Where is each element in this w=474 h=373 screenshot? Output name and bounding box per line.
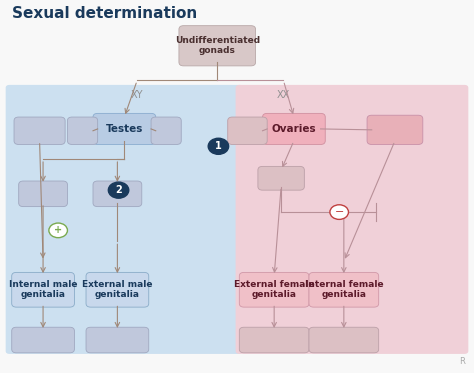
Text: +: + [54,225,62,235]
Circle shape [330,205,348,219]
Text: Internal female
genitalia: Internal female genitalia [304,280,383,300]
Text: Internal male
genitalia: Internal male genitalia [9,280,77,300]
FancyBboxPatch shape [12,327,74,353]
FancyBboxPatch shape [239,327,309,353]
FancyBboxPatch shape [14,117,65,144]
FancyBboxPatch shape [236,85,468,354]
FancyBboxPatch shape [151,117,181,144]
FancyBboxPatch shape [86,327,149,353]
Text: Sexual determination: Sexual determination [12,6,197,21]
FancyBboxPatch shape [258,166,304,190]
FancyBboxPatch shape [263,113,325,144]
Text: Undifferentiated
gonads: Undifferentiated gonads [175,36,260,56]
FancyBboxPatch shape [86,272,149,307]
Text: Testes: Testes [106,124,143,134]
Circle shape [208,138,228,154]
Text: R: R [459,357,465,366]
Circle shape [109,182,129,198]
Text: 1: 1 [215,141,222,151]
Text: External male
genitalia: External male genitalia [82,280,153,300]
FancyBboxPatch shape [309,272,379,307]
Circle shape [49,223,67,238]
FancyBboxPatch shape [18,181,67,207]
FancyBboxPatch shape [239,272,309,307]
Text: −: − [335,207,344,217]
FancyBboxPatch shape [6,85,243,354]
FancyBboxPatch shape [93,181,142,207]
FancyBboxPatch shape [367,115,423,144]
Text: XY: XY [131,90,143,100]
Text: XX: XX [277,90,290,100]
FancyBboxPatch shape [93,113,155,144]
Text: Ovaries: Ovaries [272,124,316,134]
FancyBboxPatch shape [179,26,255,66]
FancyBboxPatch shape [12,272,74,307]
FancyBboxPatch shape [67,117,98,144]
FancyBboxPatch shape [228,117,267,144]
Text: 2: 2 [115,185,122,195]
Text: External female
genitalia: External female genitalia [234,280,314,300]
FancyBboxPatch shape [309,327,379,353]
